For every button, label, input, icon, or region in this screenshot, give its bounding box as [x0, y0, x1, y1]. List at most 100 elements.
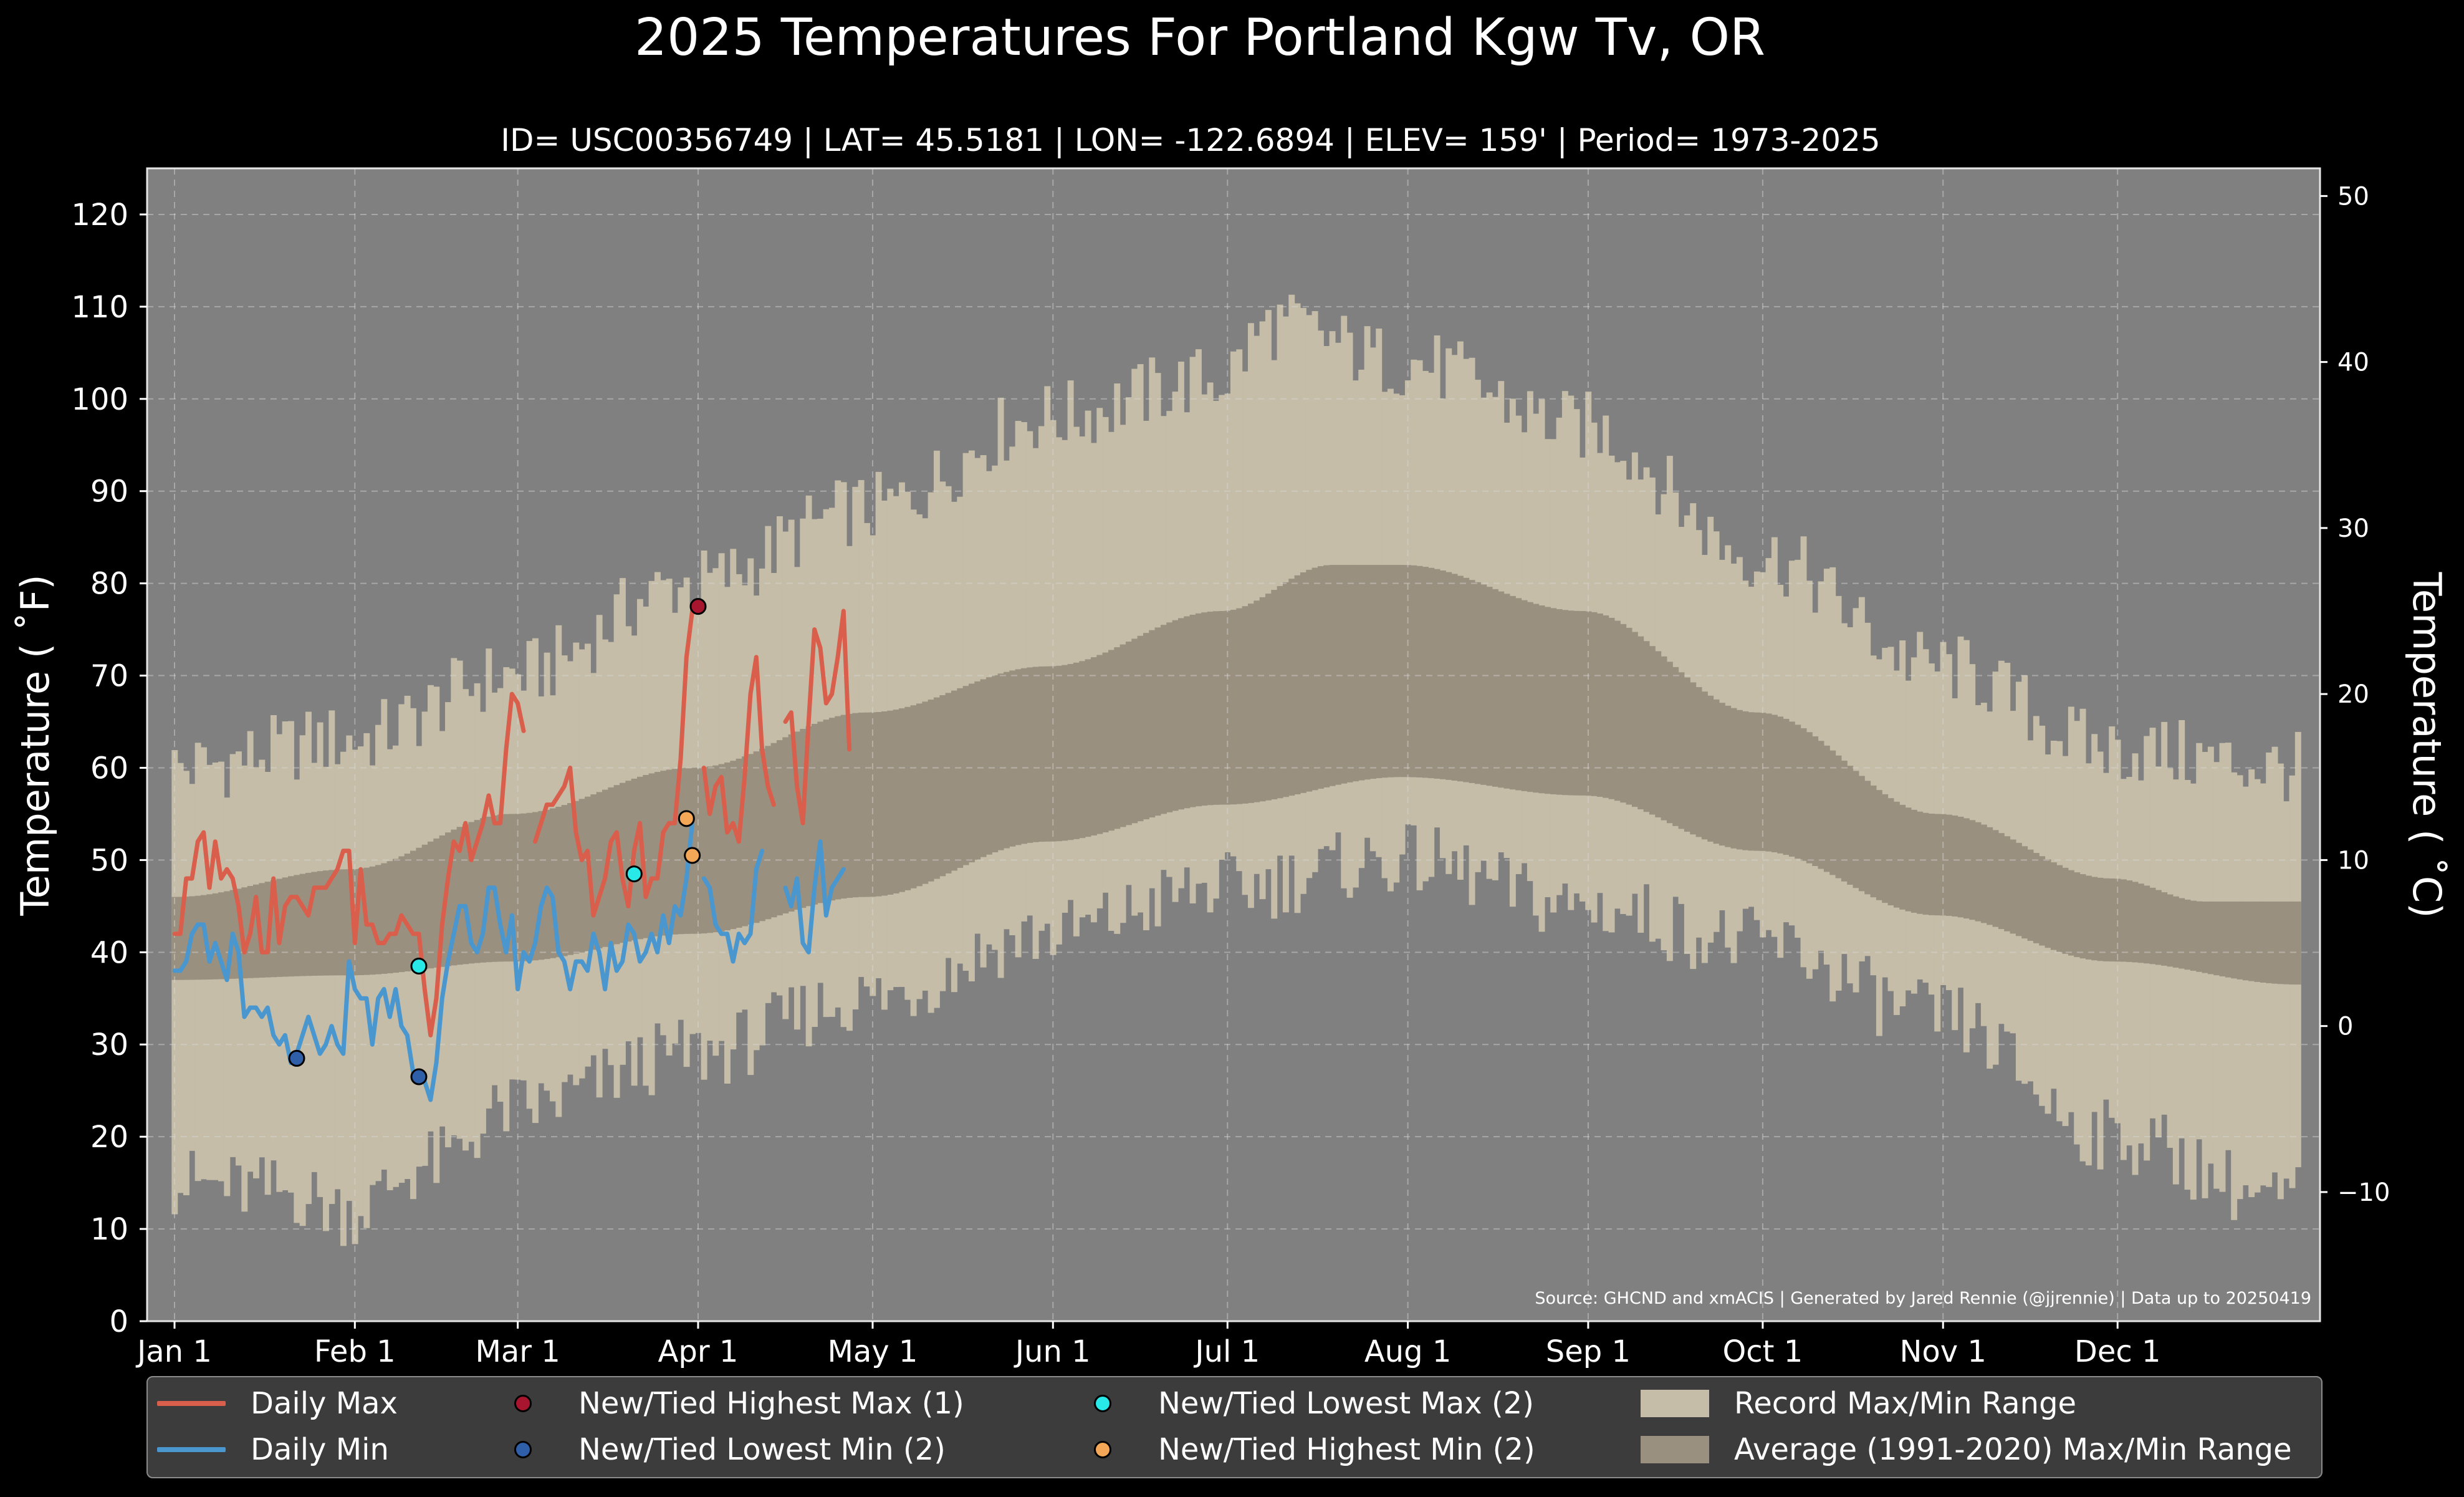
record-range-bar: [2132, 753, 2139, 1175]
average-range-bar: [2149, 887, 2156, 965]
average-range-bar: [1800, 728, 1807, 861]
average-range-bar: [1009, 670, 1016, 847]
average-range-bar: [1998, 833, 2005, 930]
x-tick-label: Sep 1: [1546, 1334, 1631, 1369]
average-range-bar: [1876, 790, 1882, 900]
average-range-bar: [1184, 616, 1191, 809]
average-range-swatch: [1641, 1436, 1709, 1463]
average-range-bar: [311, 872, 318, 976]
average-range-bar: [1044, 666, 1051, 842]
average-range-bar: [514, 814, 521, 961]
average-range-bar: [1224, 610, 1231, 805]
average-range-bar: [1823, 745, 1830, 872]
average-range-bar: [1795, 724, 1801, 859]
average-range-bar: [468, 822, 475, 964]
average-range-bar: [788, 734, 795, 912]
average-range-bar: [1765, 713, 1772, 852]
average-range-bar: [1818, 741, 1824, 869]
average-range-bar: [1137, 635, 1144, 822]
average-range-bar: [1073, 662, 1080, 839]
average-range-bar: [1975, 822, 1982, 922]
average-range-bar: [340, 869, 347, 976]
average-range-bar: [1445, 572, 1452, 780]
average-range-bar: [212, 893, 219, 980]
average-range-bar: [870, 712, 876, 897]
record-range-bar: [1288, 294, 1295, 856]
average-range-bar: [322, 870, 329, 976]
y-tick-label: 0: [109, 1304, 128, 1339]
average-range-bar: [823, 720, 830, 902]
record-range-bar: [264, 771, 271, 1195]
average-range-bar: [1538, 605, 1545, 794]
average-range-bar: [2225, 901, 2232, 978]
average-range-bar: [1637, 636, 1644, 810]
average-range-bar: [1247, 604, 1254, 803]
average-range-bar: [1841, 760, 1848, 882]
record-range-bar: [2260, 783, 2266, 1186]
average-range-bar: [224, 891, 231, 980]
x-tick-label: Apr 1: [658, 1334, 739, 1369]
average-range-bar: [1027, 667, 1033, 843]
record-range-bar: [1957, 636, 1964, 988]
average-range-bar: [1463, 577, 1470, 782]
average-range-bar: [235, 888, 242, 979]
average-range-bar: [1474, 582, 1481, 784]
average-range-bar: [1422, 567, 1429, 778]
average-range-bar: [1853, 771, 1859, 888]
average-range-bar: [1242, 606, 1249, 804]
average-range-bar: [2137, 883, 2144, 963]
average-range-bar: [1922, 812, 1929, 915]
record-range-bar: [1265, 310, 1272, 870]
record-range-bar: [334, 764, 341, 1190]
record-range-bar: [2085, 763, 2092, 1166]
average-range-bar: [1870, 785, 1877, 898]
average-range-bar: [1893, 801, 1900, 908]
record-range-bar: [369, 765, 376, 1185]
average-range-bar: [724, 763, 731, 931]
average-range-bar: [1085, 659, 1091, 837]
average-range-bar: [765, 746, 772, 920]
average-range-bar: [1608, 617, 1615, 799]
record-range-bar: [299, 735, 306, 1226]
average-range-bar: [2097, 877, 2104, 961]
average-range-bar: [1980, 824, 1987, 923]
average-range-bar: [968, 683, 975, 863]
y-tick-label: 110: [71, 290, 128, 325]
average-range-bar: [2062, 867, 2069, 954]
highest-min-marker: [1094, 1441, 1111, 1458]
average-range-bar: [1055, 665, 1062, 842]
average-range-bar: [828, 718, 835, 901]
average-range-bar: [2190, 900, 2197, 971]
average-range-bar: [259, 883, 266, 978]
average-range-bar: [596, 792, 603, 949]
lowest-min-marker: [514, 1441, 532, 1458]
average-range-bar: [1346, 565, 1353, 782]
average-range-bar: [1701, 691, 1708, 840]
y-tick-label: 70: [90, 659, 128, 694]
x-tick-label: Oct 1: [1723, 1334, 1803, 1369]
average-range-bar: [1486, 587, 1493, 786]
average-range-bar: [1277, 585, 1283, 799]
x-tick-label: Jun 1: [1014, 1334, 1091, 1369]
average-range-bar: [939, 695, 946, 877]
average-range-bar: [1666, 662, 1673, 824]
average-range-bar: [1585, 611, 1592, 796]
average-range-bar: [282, 877, 289, 977]
average-range-bar: [741, 756, 748, 927]
average-range-bar: [1829, 750, 1836, 875]
record-range-bar: [1940, 642, 1947, 986]
average-range-bar: [2289, 901, 2296, 985]
average-range-bar: [666, 769, 673, 935]
average-range-bar: [1742, 711, 1749, 850]
average-range-bar: [503, 814, 510, 962]
average-range-bar: [922, 701, 929, 884]
record-range-bar: [1044, 386, 1051, 924]
average-range-bar: [2045, 859, 2051, 948]
average-range-bar: [1503, 594, 1510, 789]
average-range-bar: [369, 866, 376, 975]
average-range-bar: [218, 892, 224, 980]
y-tick-label: 30: [90, 1028, 128, 1062]
average-range-bar: [1335, 565, 1341, 785]
average-range-bar: [1311, 567, 1318, 791]
